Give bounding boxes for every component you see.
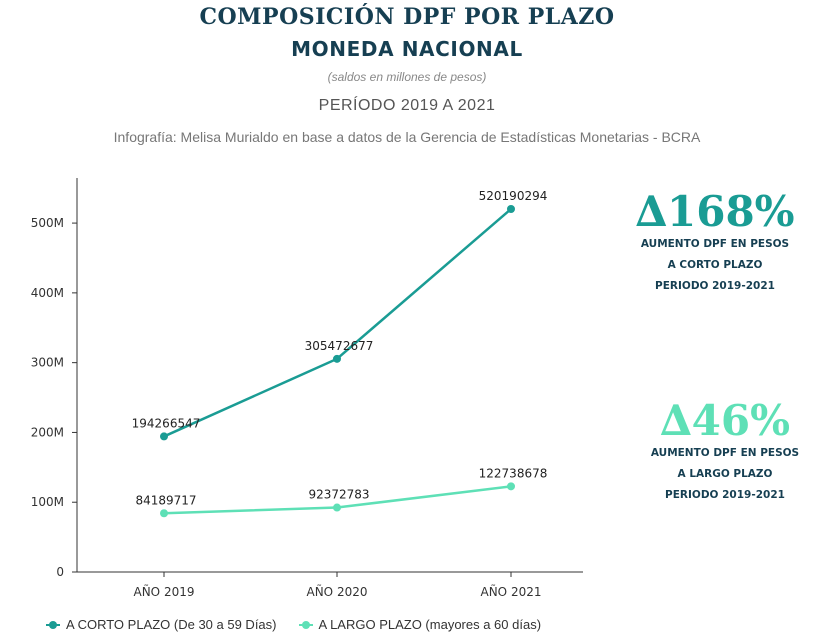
data-label: 92372783 xyxy=(308,488,369,502)
legend-swatch-short xyxy=(46,620,60,629)
stat-long-line-1: AUMENTO DPF EN PESOS xyxy=(650,447,800,459)
stat-long-value: ∆46% xyxy=(660,396,790,445)
source-credit: Infografía: Melisa Murialdo en base a da… xyxy=(113,129,701,145)
stat-short-line-1: AUMENTO DPF EN PESOS xyxy=(640,238,790,250)
stat-long-line-2: A LARGO PLAZO xyxy=(677,468,773,480)
stat-short-value: ∆168% xyxy=(635,187,795,236)
legend-label-short: A CORTO PLAZO (De 30 a 59 Días) xyxy=(66,617,277,632)
series-line-short xyxy=(163,208,512,438)
legend-label-long: A LARGO PLAZO (mayores a 60 días) xyxy=(318,617,542,632)
data-point xyxy=(507,482,515,491)
data-point xyxy=(333,503,341,512)
legend-item-long[interactable]: A LARGO PLAZO (mayores a 60 días) xyxy=(298,617,542,632)
x-tick-label: AÑO 2019 xyxy=(134,584,195,599)
y-tick-label: 100M xyxy=(31,495,64,509)
stat-short-term: ∆168% AUMENTO DPF EN PESOS A CORTO PLAZO… xyxy=(622,190,808,297)
stat-short-line-3: PERIODO 2019-2021 xyxy=(655,280,775,292)
y-tick-label: 200M xyxy=(31,425,64,439)
data-point xyxy=(507,205,515,213)
chart-legend: A CORTO PLAZO (De 30 a 59 Días) A LARGO … xyxy=(46,617,541,632)
data-point xyxy=(160,509,168,518)
y-tick-label: 500M xyxy=(31,216,64,230)
y-tick-label: 300M xyxy=(31,356,64,370)
stat-long-term: ∆46% AUMENTO DPF EN PESOS A LARGO PLAZO … xyxy=(632,399,814,506)
units-note: (saldos en millones de pesos) xyxy=(327,70,487,84)
y-tick-label: 0 xyxy=(56,565,64,579)
data-label: 122738678 xyxy=(479,466,548,480)
data-point xyxy=(333,354,341,363)
stat-short-line-2: A CORTO PLAZO xyxy=(667,259,763,271)
data-point xyxy=(160,432,168,441)
data-label: 84189717 xyxy=(135,493,196,507)
legend-item-short[interactable]: A CORTO PLAZO (De 30 a 59 Días) xyxy=(46,617,277,632)
chart-subtitle: MONEDA NACIONAL xyxy=(291,37,523,61)
data-label: 194266547 xyxy=(132,416,201,430)
x-tick-label: AÑO 2020 xyxy=(307,584,368,599)
data-label: 305472677 xyxy=(305,339,374,353)
chart-title: COMPOSICIÓN DPF POR PLAZO xyxy=(199,4,615,30)
legend-swatch-long xyxy=(298,620,313,629)
data-label: 520190294 xyxy=(479,189,548,203)
x-tick-label: AÑO 2021 xyxy=(481,584,542,599)
stat-long-line-3: PERIODO 2019-2021 xyxy=(665,489,785,501)
period-label: PERÍODO 2019 A 2021 xyxy=(318,97,496,114)
y-tick-label: 400M xyxy=(31,286,64,300)
